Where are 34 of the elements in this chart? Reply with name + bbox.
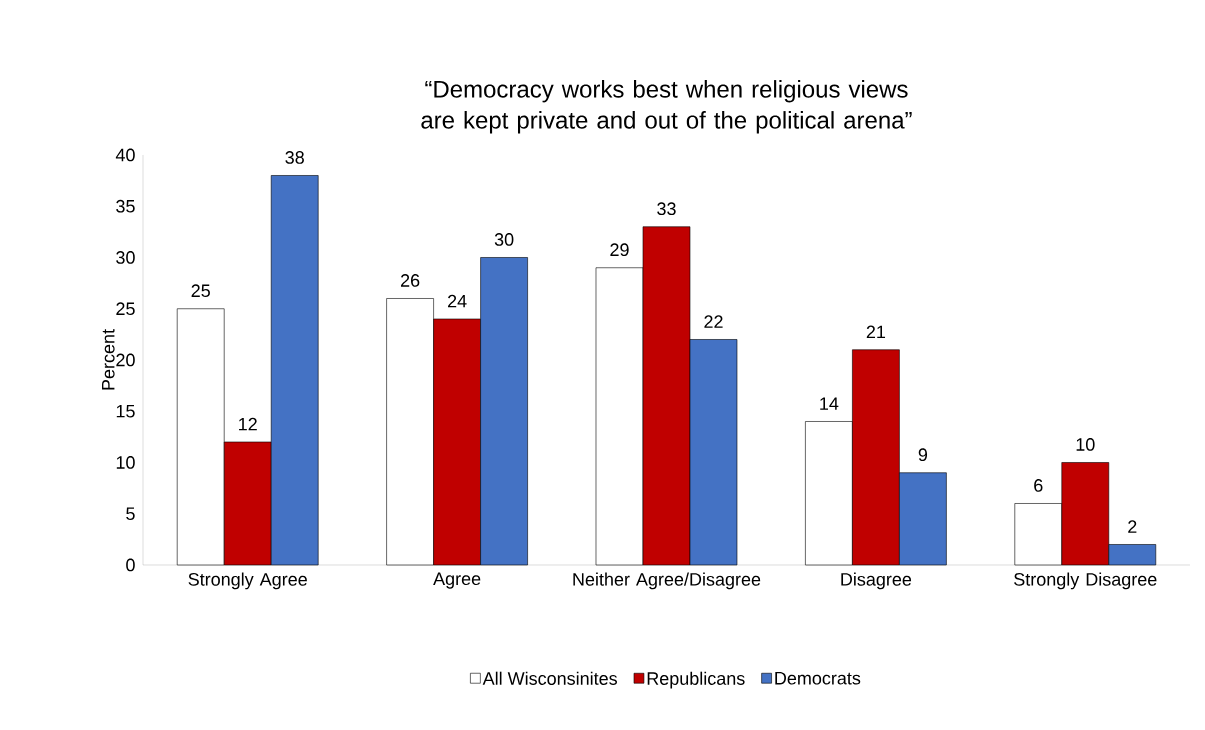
- y-tick-label: 15: [116, 404, 135, 418]
- x-tick-label: Strongly Agree: [188, 572, 307, 590]
- data-label: 30: [494, 233, 514, 246]
- x-tick-label: Strongly Disagree: [1014, 572, 1157, 590]
- y-tick-label: 25: [116, 302, 135, 316]
- data-label: 24: [448, 294, 467, 308]
- y-tick-label: 20: [116, 353, 135, 367]
- y-tick-label: 40: [115, 148, 135, 162]
- legend-label: Democrats: [775, 672, 861, 685]
- y-tick-label: 10: [116, 456, 135, 469]
- y-tick-label: 5: [126, 507, 135, 521]
- data-label: 2: [1128, 520, 1137, 533]
- data-label: 38: [285, 151, 304, 164]
- data-label: 10: [1076, 438, 1095, 451]
- legend-label: All Wisconsinites: [482, 671, 618, 685]
- data-label: 6: [1034, 479, 1043, 492]
- data-label: 33: [657, 202, 676, 216]
- data-label: 29: [610, 243, 629, 257]
- data-label: 26: [401, 274, 420, 287]
- data-label: 25: [191, 284, 210, 298]
- y-tick-label: 0: [126, 558, 135, 572]
- x-tick-label: Agree: [433, 572, 481, 589]
- y-tick-label: 35: [116, 199, 135, 213]
- data-label: 22: [704, 315, 723, 328]
- data-label: 14: [820, 397, 839, 410]
- data-label: 12: [239, 417, 257, 431]
- data-label: 21: [866, 325, 886, 339]
- legend-label: Republicans: [647, 671, 745, 689]
- x-tick-label: Neither Agree/Disagree: [573, 572, 761, 590]
- x-tick-label: Disagree: [841, 572, 912, 590]
- chart-title: “Democracy works best when religious views are kept private and out of the political arena”: [421, 80, 912, 134]
- data-label: 9: [918, 448, 928, 462]
- y-axis-title: Percent: [102, 329, 115, 390]
- y-tick-label: 30: [116, 251, 135, 264]
